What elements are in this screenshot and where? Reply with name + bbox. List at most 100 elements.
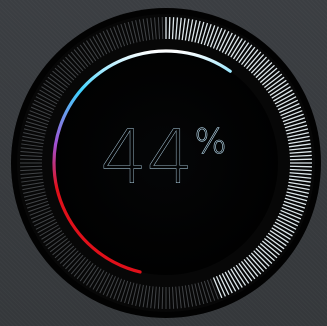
tick-inactive (62, 59, 79, 76)
progress-arc (52, 49, 232, 274)
tick-inactive (197, 282, 205, 305)
tick-active (281, 206, 303, 216)
tick-inactive (47, 235, 66, 250)
tick-inactive (124, 22, 132, 45)
tick-active (230, 38, 243, 58)
tick-active (238, 262, 253, 282)
tick-active (235, 264, 250, 284)
tick-active (267, 79, 287, 94)
tick-active (175, 17, 179, 40)
tick-inactive (161, 286, 164, 309)
tick-inactive (175, 286, 178, 309)
tick-active (259, 67, 278, 83)
tick-active (206, 25, 216, 47)
tick-active (263, 73, 283, 89)
tick-inactive (191, 284, 197, 306)
tick-active (283, 200, 306, 209)
tick-inactive (54, 67, 73, 83)
tick-active (287, 132, 309, 138)
tick-inactive (20, 165, 43, 168)
tick-active (274, 221, 295, 234)
tick-inactive (32, 103, 53, 114)
tick-active (280, 209, 302, 220)
tick-inactive (82, 264, 97, 284)
tick-active (187, 19, 194, 42)
tick-active (263, 237, 283, 253)
tick-active (284, 120, 307, 129)
tick-active (250, 56, 267, 74)
tick-inactive (102, 274, 114, 295)
tick-active (209, 26, 219, 48)
tick-active (286, 191, 309, 198)
tick-inactive (22, 185, 45, 191)
tick-inactive (79, 44, 94, 63)
tick-inactive (168, 286, 171, 309)
tick-inactive (171, 286, 175, 309)
tick-inactive (23, 191, 46, 198)
tick-active (261, 70, 280, 86)
tick-active (269, 229, 289, 244)
tick-inactive (49, 238, 68, 253)
tick-inactive (23, 188, 45, 194)
tick-inactive (24, 194, 47, 202)
tick-active (287, 135, 310, 142)
tick-inactive (142, 18, 148, 41)
tick-active (280, 106, 302, 117)
tick-inactive (99, 32, 111, 53)
tick-inactive (21, 181, 44, 187)
tick-inactive (116, 279, 126, 301)
tick-inactive (146, 285, 151, 308)
tick-inactive (127, 282, 135, 305)
tick-inactive (109, 27, 120, 49)
tick-active (279, 103, 300, 114)
tick-inactive (79, 263, 94, 282)
tick-active (232, 40, 247, 60)
tick-inactive (29, 206, 51, 216)
tick-inactive (67, 254, 84, 272)
tick-inactive (154, 17, 157, 40)
tick-active (255, 62, 273, 79)
tick-active (257, 64, 275, 81)
tick-inactive (22, 135, 45, 141)
tick-inactive (26, 117, 49, 126)
tick-active (253, 59, 270, 76)
tick-inactive (86, 40, 99, 60)
tick-active (212, 277, 223, 299)
tick-active (227, 36, 240, 56)
tick-inactive (82, 42, 97, 62)
tick-active (265, 76, 285, 91)
tick-active (276, 96, 297, 108)
tick-inactive (113, 278, 123, 300)
tick-inactive (106, 276, 117, 297)
tick-inactive (47, 76, 66, 91)
tick-inactive (45, 79, 65, 94)
tick-inactive (106, 29, 117, 50)
tick-active (285, 194, 308, 202)
tick-inactive (49, 73, 68, 88)
tick-inactive (102, 31, 114, 52)
tick-active (227, 270, 240, 290)
tick-inactive (29, 110, 51, 120)
tick-inactive (41, 227, 61, 240)
tick-inactive (26, 200, 49, 209)
tick-active (230, 268, 243, 288)
tick-active (218, 30, 230, 52)
tick-inactive (34, 215, 55, 227)
tick-inactive (150, 17, 154, 40)
tick-inactive (20, 168, 43, 172)
tick-inactive (21, 143, 44, 148)
tick-active (171, 17, 175, 40)
tick-active (215, 276, 226, 297)
tick-active (265, 235, 285, 250)
tick-active (200, 22, 209, 45)
tick-active (197, 21, 205, 44)
tick-inactive (59, 62, 77, 79)
tick-inactive (120, 280, 129, 303)
tick-active (246, 51, 262, 70)
tick-active (271, 86, 291, 99)
tick-inactive (39, 89, 59, 102)
tick-active (286, 128, 309, 135)
tick-inactive (131, 283, 138, 306)
tick-inactive (138, 19, 144, 42)
tick-inactive (99, 273, 111, 294)
